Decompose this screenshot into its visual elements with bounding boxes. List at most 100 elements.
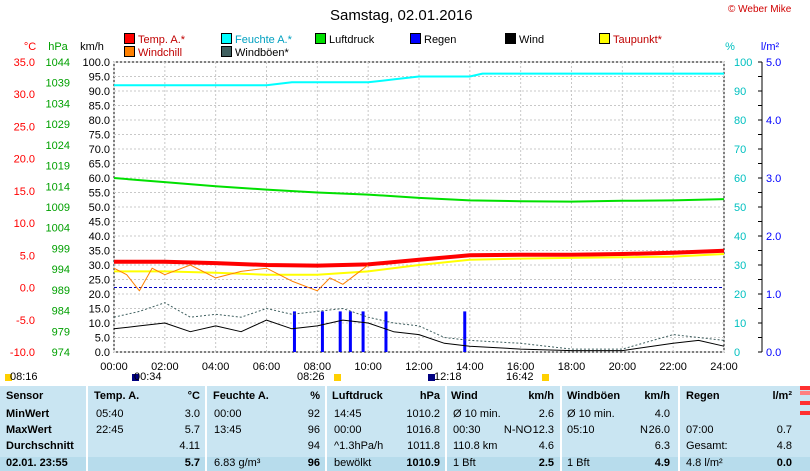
stats-header-cell: °C bbox=[187, 390, 200, 402]
hum-tick: 60 bbox=[734, 173, 746, 185]
hum-tick: 30 bbox=[734, 260, 746, 272]
stats-temp-value: 5.7 bbox=[184, 424, 200, 436]
wind-tick: 85.0 bbox=[89, 101, 110, 113]
legend-swatch bbox=[410, 33, 421, 44]
legend-label: Temp. A.* bbox=[138, 34, 186, 46]
stats-hum-value: 92 bbox=[307, 408, 320, 420]
wind-tick: 15.0 bbox=[89, 304, 110, 316]
wind-tick: 60.0 bbox=[89, 173, 110, 185]
x-tick: 14:00 bbox=[456, 361, 484, 373]
temp-unit-label: °C bbox=[24, 41, 36, 53]
series-wind bbox=[113, 319, 725, 352]
x-tick: 12:00 bbox=[405, 361, 433, 373]
hum-tick: 10 bbox=[734, 318, 746, 330]
press-tick: 999 bbox=[52, 243, 70, 255]
press-tick: 1004 bbox=[46, 223, 70, 235]
press-tick: 1034 bbox=[46, 98, 70, 110]
legend-label: Windböen* bbox=[235, 47, 289, 59]
press-unit-label: hPa bbox=[48, 41, 68, 53]
legend-label: Feuchte A.* bbox=[235, 34, 292, 46]
wind-tick: 40.0 bbox=[89, 231, 110, 243]
rain-bar bbox=[348, 311, 352, 352]
wind-tick: 70.0 bbox=[89, 144, 110, 156]
press-tick: 994 bbox=[52, 264, 70, 276]
stats-rain-desc: 4.8 l/m² bbox=[686, 457, 723, 469]
press-tick: 1014 bbox=[46, 181, 70, 193]
legend-item: Temp. A.* bbox=[124, 33, 185, 46]
stats-temp-time: 05:40 bbox=[96, 408, 124, 420]
wind-tick: 10.0 bbox=[89, 318, 110, 330]
wind-tick: 5.0 bbox=[95, 333, 110, 345]
rain-tick: 2.0 bbox=[766, 231, 781, 243]
legend-label: Windchill bbox=[138, 47, 183, 59]
rain-bar bbox=[292, 311, 296, 352]
legend-swatch bbox=[124, 46, 135, 57]
stats-hum-time: 13:45 bbox=[214, 424, 242, 436]
press-tick: 1024 bbox=[46, 140, 70, 152]
stats-header-cell: % bbox=[310, 390, 320, 402]
chart-grid bbox=[113, 61, 725, 353]
x-tick: 16:00 bbox=[507, 361, 535, 373]
stats-hum-value: 96 bbox=[307, 424, 320, 436]
temp-tick: 0.0 bbox=[20, 283, 35, 295]
press-tick: 979 bbox=[52, 326, 70, 338]
stats-header-cell: Feuchte A. bbox=[213, 390, 269, 402]
temp-tick: 15.0 bbox=[14, 186, 35, 198]
rain-tick: 4.0 bbox=[766, 115, 781, 127]
event-marker bbox=[5, 374, 12, 381]
x-tick: 06:00 bbox=[253, 361, 281, 373]
hum-tick: 20 bbox=[734, 289, 746, 301]
event-marker bbox=[428, 374, 435, 381]
stats-wind-desc: 1 Bft bbox=[453, 457, 476, 469]
legend-item: Taupunkt* bbox=[599, 33, 662, 46]
rain-bar bbox=[320, 311, 324, 352]
x-tick: 20:00 bbox=[609, 361, 637, 373]
stats-temp-value: 4.11 bbox=[179, 440, 200, 452]
legend-swatch bbox=[221, 33, 232, 44]
stats-header-cell: km/h bbox=[528, 390, 554, 402]
legend-label: Luftdruck bbox=[329, 34, 375, 46]
legend-swatch bbox=[221, 46, 232, 57]
stats-rain-desc: 07:00 bbox=[686, 424, 714, 436]
rain-unit-label: l/m² bbox=[761, 41, 780, 53]
wind-tick: 65.0 bbox=[89, 159, 110, 171]
event-marker bbox=[132, 374, 139, 381]
stats-press-value: 1010.2 bbox=[406, 408, 440, 420]
press-tick: 1039 bbox=[46, 78, 70, 90]
stats-table: Sensor Temp. A. °C Feuchte A.% Luftdruck hPa W… bbox=[0, 386, 810, 471]
hum-unit-label: % bbox=[725, 41, 735, 53]
rain-tick: 5.0 bbox=[766, 57, 781, 69]
press-tick: 1009 bbox=[46, 202, 70, 214]
press-tick: 989 bbox=[52, 285, 70, 297]
stats-press-time: ^1.3hPa/h bbox=[334, 440, 384, 452]
stats-rain-value: 4.8 bbox=[776, 440, 792, 452]
stats-wind-desc: Ø 10 min. bbox=[453, 408, 501, 420]
hum-tick: 70 bbox=[734, 144, 746, 156]
stats-wind-desc: 110.8 km bbox=[453, 440, 498, 452]
stats-row-label: MinWert bbox=[6, 408, 50, 420]
wind-tick: 75.0 bbox=[89, 130, 110, 142]
legend-label: Wind bbox=[519, 34, 545, 46]
sunrise-time: 08:16 bbox=[10, 371, 38, 383]
series-tempa bbox=[114, 248, 725, 268]
stats-header-cell: Regen bbox=[686, 390, 720, 402]
rain-tick: 0.0 bbox=[766, 347, 781, 359]
stats-wind-desc: 00:30 bbox=[453, 424, 481, 436]
weather-chart: °C hPa km/h% l/m² 35.0 30.0 25.0 20.0 15.0 10.0 5.… bbox=[5, 41, 781, 381]
wind-tick: 25.0 bbox=[89, 275, 110, 287]
stats-header-cell: Temp. A. bbox=[94, 390, 140, 402]
stats-wind-dir: N-NO bbox=[503, 424, 532, 436]
stats-gust-dir: N bbox=[640, 424, 648, 436]
stats-row-label: Durchschnitt bbox=[6, 440, 74, 452]
press-tick: 1029 bbox=[46, 119, 70, 131]
stats-current-row bbox=[0, 457, 810, 471]
x-tick: 02:00 bbox=[151, 361, 179, 373]
wind-tick: 20.0 bbox=[89, 289, 110, 301]
hum-tick: 80 bbox=[734, 115, 746, 127]
stats-header-cell: Wind bbox=[451, 390, 478, 402]
legend-item: Windchill bbox=[124, 46, 182, 59]
moon-time: 12:18 bbox=[434, 371, 462, 383]
temp-tick: 25.0 bbox=[14, 121, 35, 133]
stats-gust-value: 26.0 bbox=[648, 424, 670, 436]
stats-wind-value: 2.5 bbox=[538, 457, 554, 469]
